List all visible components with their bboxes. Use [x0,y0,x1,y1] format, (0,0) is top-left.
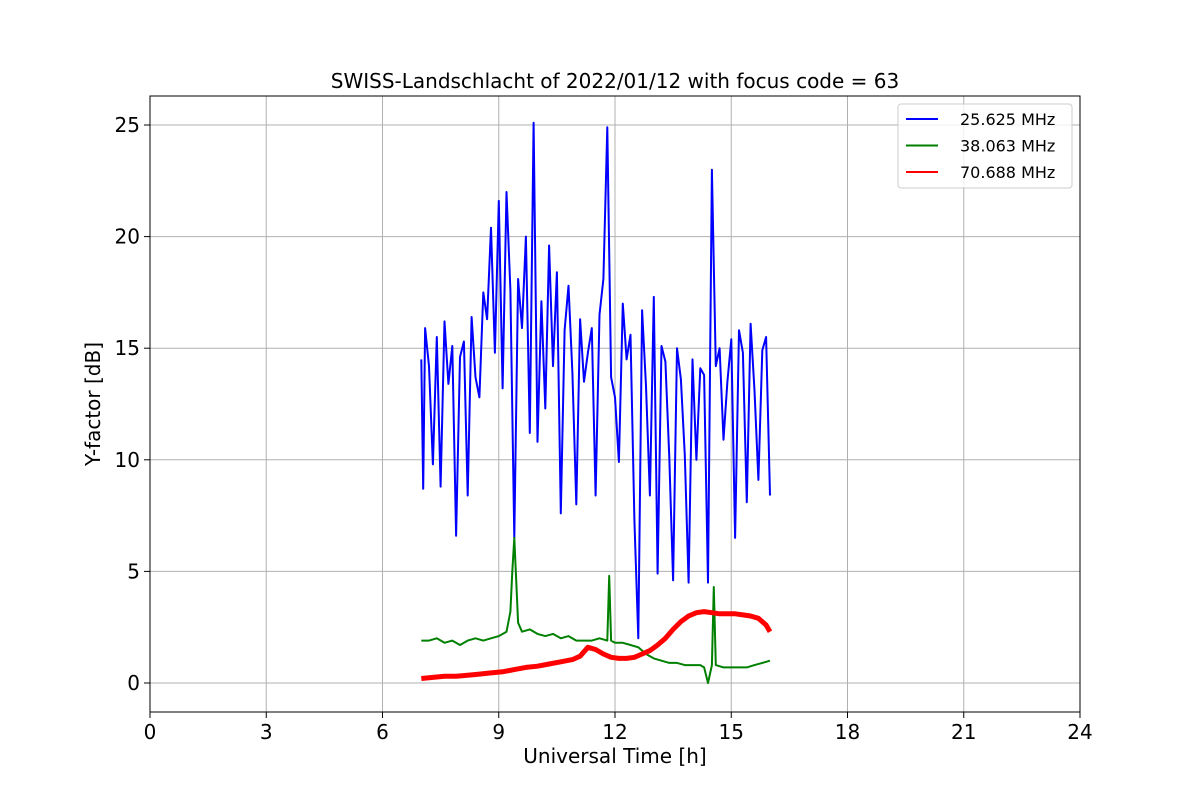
x-tick-label: 24 [1067,720,1092,744]
chart-title: SWISS-Landschlacht of 2022/01/12 with fo… [331,69,899,93]
x-tick-label: 6 [376,720,389,744]
series-line-2 [421,536,771,684]
legend-box [897,103,1073,189]
x-tick-label: 15 [719,720,744,744]
x-tick-label: 9 [492,720,505,744]
y-tick-label: 15 [115,336,140,360]
series-line-3 [421,609,773,681]
axis-ticks: 0 3 6 9 12 15 18 21 24 0 5 10 15 20 25 [115,113,1093,744]
x-tick-label: 0 [144,720,157,744]
grid [150,96,1080,712]
x-tick-label: 21 [951,720,976,744]
x-tick-label: 3 [260,720,273,744]
series-line-1 [420,121,771,640]
y-tick-label: 0 [127,671,140,695]
legend-label-2: 38.063 MHz [960,137,1055,156]
x-tick-label: 12 [602,720,627,744]
plot-lines [420,121,773,684]
x-axis-label: Universal Time [h] [523,744,706,768]
x-tick-label: 18 [835,720,860,744]
legend: 25.625 MHz 38.063 MHz 70.688 MHz [897,103,1073,189]
y-tick-label: 5 [127,559,140,583]
y-tick-label: 20 [115,225,140,249]
legend-label-1: 25.625 MHz [960,110,1055,129]
y-tick-label: 10 [115,448,140,472]
legend-label-3: 70.688 MHz [960,163,1055,182]
y-tick-label: 25 [115,113,140,137]
y-axis-label: Y-factor [dB] [81,342,105,467]
